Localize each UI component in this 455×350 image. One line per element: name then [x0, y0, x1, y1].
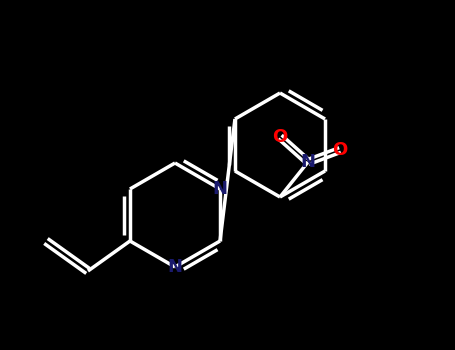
Text: O: O	[332, 141, 348, 159]
Text: N: N	[212, 180, 228, 198]
Text: N: N	[300, 153, 315, 171]
Text: O: O	[273, 128, 288, 146]
Text: N: N	[167, 258, 182, 276]
